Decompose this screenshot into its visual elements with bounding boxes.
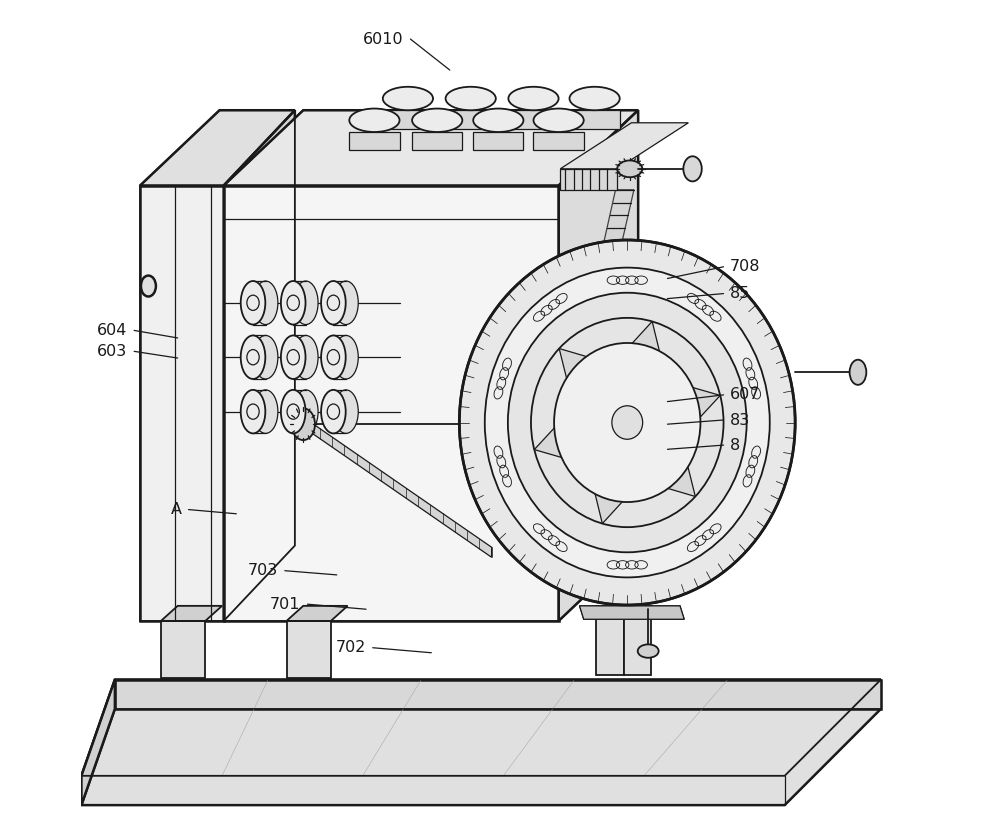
Polygon shape	[580, 606, 684, 619]
Ellipse shape	[321, 281, 346, 324]
Ellipse shape	[383, 87, 433, 110]
Text: 703: 703	[248, 563, 278, 578]
Text: 83: 83	[730, 412, 750, 428]
Ellipse shape	[281, 281, 306, 324]
Polygon shape	[383, 110, 433, 129]
Text: 603: 603	[97, 344, 127, 359]
Ellipse shape	[533, 108, 584, 132]
Polygon shape	[569, 110, 620, 129]
Polygon shape	[287, 621, 331, 678]
Ellipse shape	[141, 276, 156, 297]
Ellipse shape	[241, 390, 265, 433]
Ellipse shape	[485, 268, 770, 577]
Text: 8: 8	[730, 438, 740, 453]
Polygon shape	[161, 606, 222, 621]
Polygon shape	[508, 110, 559, 129]
Polygon shape	[683, 385, 720, 425]
Ellipse shape	[617, 160, 642, 177]
Polygon shape	[560, 169, 617, 190]
Text: 604: 604	[97, 323, 127, 338]
Polygon shape	[596, 606, 624, 675]
Polygon shape	[559, 349, 597, 389]
Ellipse shape	[292, 408, 315, 440]
Polygon shape	[625, 322, 662, 362]
Polygon shape	[446, 110, 496, 129]
Polygon shape	[224, 110, 295, 621]
Ellipse shape	[554, 343, 700, 502]
Polygon shape	[559, 190, 634, 445]
Polygon shape	[115, 680, 881, 709]
Ellipse shape	[321, 390, 346, 433]
Ellipse shape	[569, 87, 620, 110]
Ellipse shape	[281, 390, 306, 433]
Polygon shape	[580, 606, 684, 619]
Ellipse shape	[253, 281, 278, 324]
Polygon shape	[658, 456, 695, 496]
Ellipse shape	[253, 335, 278, 379]
Text: 702: 702	[336, 640, 366, 655]
Ellipse shape	[349, 108, 400, 132]
Text: 607: 607	[730, 387, 761, 402]
Text: 85: 85	[730, 286, 751, 301]
Ellipse shape	[253, 390, 278, 433]
Polygon shape	[559, 110, 638, 621]
Polygon shape	[624, 606, 651, 675]
Polygon shape	[140, 110, 295, 186]
Ellipse shape	[459, 240, 795, 605]
Ellipse shape	[683, 156, 702, 181]
Text: A: A	[171, 502, 182, 517]
Text: 701: 701	[270, 596, 301, 612]
Ellipse shape	[334, 335, 358, 379]
Text: 708: 708	[730, 260, 761, 275]
Ellipse shape	[850, 360, 866, 385]
Polygon shape	[533, 132, 584, 150]
Ellipse shape	[321, 335, 346, 379]
Ellipse shape	[281, 335, 306, 379]
Ellipse shape	[446, 87, 496, 110]
Text: 6010: 6010	[363, 32, 404, 46]
Polygon shape	[592, 483, 630, 523]
Polygon shape	[140, 186, 224, 621]
Ellipse shape	[293, 281, 318, 324]
Polygon shape	[81, 680, 115, 805]
Polygon shape	[473, 132, 523, 150]
Ellipse shape	[412, 108, 462, 132]
Ellipse shape	[241, 281, 265, 324]
Polygon shape	[161, 621, 205, 678]
Ellipse shape	[241, 335, 265, 379]
Ellipse shape	[612, 406, 643, 439]
Polygon shape	[81, 680, 881, 776]
Ellipse shape	[473, 108, 523, 132]
Polygon shape	[224, 186, 559, 621]
Ellipse shape	[293, 390, 318, 433]
Ellipse shape	[334, 281, 358, 324]
Polygon shape	[307, 420, 492, 557]
Ellipse shape	[334, 390, 358, 433]
Polygon shape	[224, 110, 638, 186]
Ellipse shape	[638, 644, 659, 658]
Ellipse shape	[293, 335, 318, 379]
Polygon shape	[560, 123, 688, 169]
Polygon shape	[81, 709, 881, 805]
Ellipse shape	[508, 87, 559, 110]
Ellipse shape	[508, 293, 747, 552]
Polygon shape	[412, 132, 462, 150]
Polygon shape	[349, 132, 400, 150]
Polygon shape	[534, 420, 572, 460]
Polygon shape	[287, 606, 348, 621]
